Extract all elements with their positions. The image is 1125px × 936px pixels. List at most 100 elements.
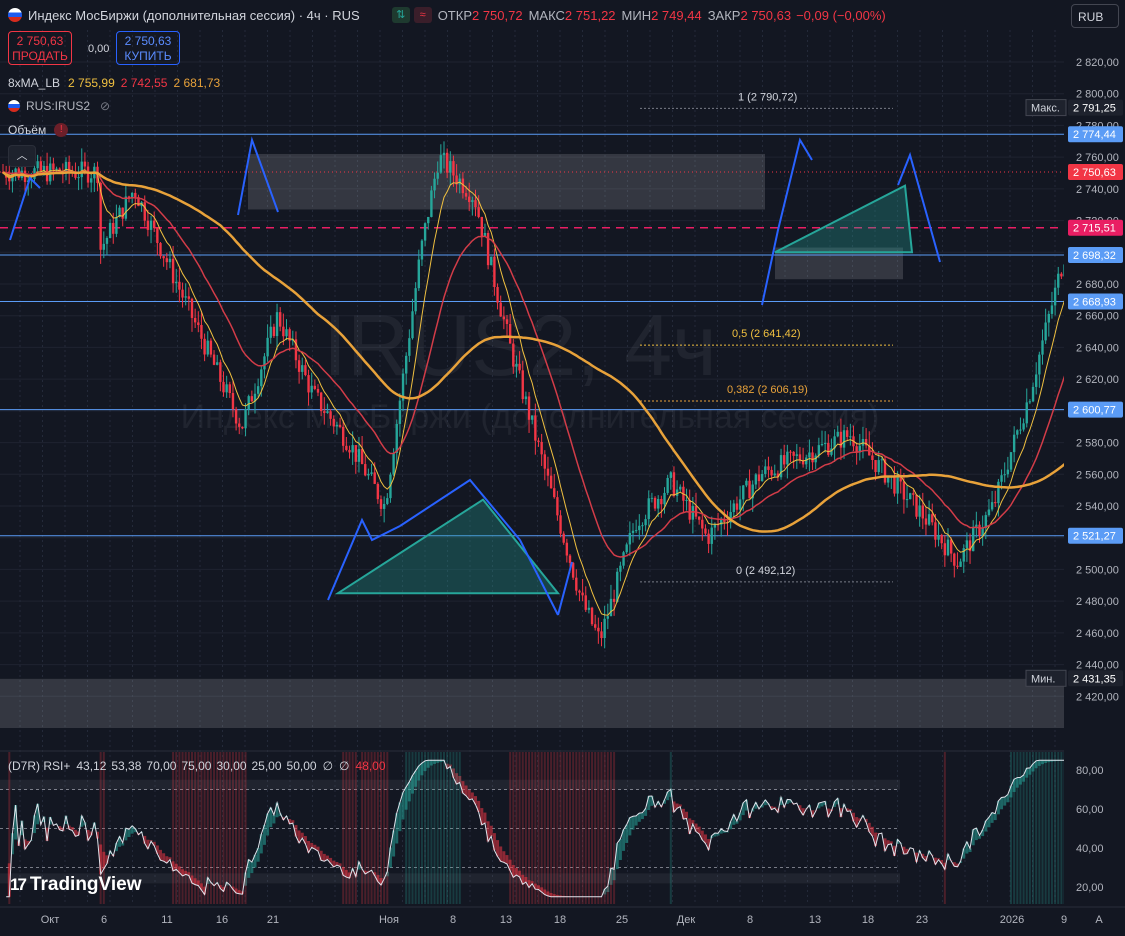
triangle-pattern-left xyxy=(334,498,561,595)
candle-body xyxy=(931,514,934,523)
time-axis-label: Окт xyxy=(41,914,60,926)
rsi-legend[interactable]: (D7R) RSI+ 43,12 53,38 70,00 75,00 30,00… xyxy=(8,759,386,773)
rsi-axis-tick: 40,00 xyxy=(1076,843,1104,855)
candle-body xyxy=(342,426,345,446)
candle-body xyxy=(219,362,222,382)
candle-body xyxy=(990,502,994,510)
rsi-upper-band xyxy=(0,779,900,790)
extreme-tag-label: Макс. xyxy=(1031,103,1060,115)
candle-body xyxy=(162,256,165,259)
candle-body xyxy=(442,152,446,156)
candle-body xyxy=(149,220,153,230)
candle-body xyxy=(36,161,39,169)
candle-body xyxy=(827,442,830,455)
candle-body xyxy=(631,530,635,533)
candle-body xyxy=(846,430,849,437)
open-label: ОТКР xyxy=(437,7,472,23)
symbol-title[interactable]: Индекс МосБиржи (дополнительная сессия) … xyxy=(28,7,360,23)
candle-body xyxy=(1006,469,1010,475)
candle-body xyxy=(735,503,739,510)
candle-body xyxy=(764,466,767,474)
warning-icon[interactable]: ! xyxy=(54,123,69,137)
eye-hidden-icon[interactable]: ⊘ xyxy=(100,99,111,113)
candle-body xyxy=(694,506,698,517)
price-axis-tick: 2 800,00 xyxy=(1076,89,1119,101)
candle-body xyxy=(899,476,902,482)
candle-body xyxy=(578,590,581,593)
candle-body xyxy=(121,207,124,219)
candle-body xyxy=(688,500,691,520)
candle-body xyxy=(1031,386,1035,402)
candle-body xyxy=(864,438,868,446)
rsi-name: (D7R) RSI+ xyxy=(8,759,71,773)
candle-body xyxy=(190,298,194,318)
price-axis-tick: 2 580,00 xyxy=(1076,438,1119,450)
candle-body xyxy=(256,386,260,394)
price-axis-tick: 2 620,00 xyxy=(1076,374,1119,386)
candle-body xyxy=(64,161,68,174)
candle-body xyxy=(464,193,468,197)
tradingview-logo[interactable]: 17 TradingView xyxy=(10,874,142,896)
price-level-value: 2 521,27 xyxy=(1073,531,1116,543)
rsi-last-value: 48,00 xyxy=(355,759,386,773)
candle-body xyxy=(515,363,518,367)
candle-body xyxy=(354,445,357,462)
price-axis-tick: 2 420,00 xyxy=(1076,691,1119,703)
candle-body xyxy=(338,424,342,427)
candle-body xyxy=(650,497,654,499)
empty-set-icon: ∅ xyxy=(322,759,334,773)
candle-body xyxy=(486,232,490,266)
candle-body xyxy=(858,445,861,453)
candle-body xyxy=(42,165,46,171)
candle-body xyxy=(553,488,556,498)
ma-name: 8xMA_LB xyxy=(8,76,61,90)
candle-body xyxy=(584,595,587,610)
candle-body xyxy=(266,337,269,357)
ma-legend[interactable]: 8xMA_LB 2 755,99 2 742,55 2 681,73 xyxy=(8,76,220,90)
candle-body xyxy=(849,436,852,438)
sell-price: 2 750,63 xyxy=(16,34,64,48)
rsi-value-5: 30,00 xyxy=(216,759,247,773)
candle-body xyxy=(39,161,42,171)
volume-legend[interactable]: Объём ! xyxy=(8,123,69,137)
up-down-icon[interactable]: ⇅ xyxy=(391,7,410,23)
candle-body xyxy=(823,442,827,444)
candle-body xyxy=(927,514,931,525)
buy-button[interactable]: 2 750,63 КУПИТЬ xyxy=(116,31,180,65)
compare-legend[interactable]: RUS:IRUS2 ⊘ xyxy=(8,99,110,113)
candle-body xyxy=(672,472,676,496)
candle-body xyxy=(395,423,398,453)
candle-body xyxy=(319,392,323,412)
candle-body xyxy=(710,527,713,544)
price-axis-background xyxy=(1064,0,1125,931)
candle-body xyxy=(902,481,906,500)
sell-button[interactable]: 2 750,63 ПРОДАТЬ xyxy=(8,31,72,65)
price-level-value: 2 668,93 xyxy=(1073,297,1116,309)
candle-body xyxy=(307,375,310,393)
price-axis-tick: 2 500,00 xyxy=(1076,564,1119,576)
candle-body xyxy=(77,177,80,179)
auto-scale-button[interactable]: A xyxy=(1095,914,1103,926)
candle-body xyxy=(855,446,858,453)
candle-body xyxy=(55,168,58,170)
candle-body xyxy=(165,258,168,263)
price-level-tag xyxy=(1068,401,1123,418)
fib-level-label: 0 (2 492,12) xyxy=(736,565,795,577)
candle-body xyxy=(934,522,937,540)
currency-select[interactable]: RUB xyxy=(1071,4,1119,28)
candle-body xyxy=(663,492,666,505)
candle-body xyxy=(924,518,928,525)
time-axis-label: 18 xyxy=(554,914,566,926)
candle-body xyxy=(250,396,254,402)
candle-body xyxy=(997,481,1000,504)
candle-body xyxy=(959,561,962,567)
compare-icon[interactable]: ≈ xyxy=(413,7,432,23)
candle-body xyxy=(543,454,546,469)
candle-body xyxy=(757,474,761,482)
candle-body xyxy=(108,222,112,239)
collapse-legend-button[interactable]: ︿ xyxy=(8,145,36,167)
candle-body xyxy=(1019,429,1022,431)
candle-body xyxy=(1050,305,1054,314)
